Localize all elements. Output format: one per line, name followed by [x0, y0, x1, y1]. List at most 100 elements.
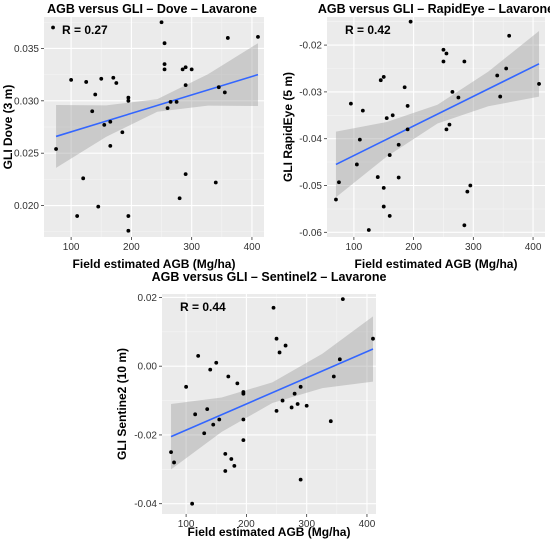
- x-tick-label: 300: [183, 242, 200, 253]
- data-point: [405, 104, 410, 108]
- data-point: [375, 175, 380, 179]
- data-point: [183, 65, 188, 70]
- data-point: [465, 189, 470, 194]
- data-point: [390, 113, 395, 118]
- data-point: [226, 374, 231, 379]
- data-point: [183, 83, 188, 87]
- y-tick-label: 0.025: [14, 149, 39, 160]
- x-tick-label: 200: [238, 519, 255, 530]
- x-axis-label: Field estimated AGB (Mg/ha): [73, 257, 236, 271]
- chart-panel-1: 100 200 300 400 0.020 0.025 0.030 0.035 R = 0.27…: [1, 2, 264, 271]
- data-point: [337, 357, 342, 362]
- data-point: [292, 391, 297, 396]
- data-point: [229, 457, 234, 461]
- data-point: [225, 36, 230, 40]
- data-point: [334, 197, 338, 202]
- data-point: [283, 343, 288, 348]
- data-point: [174, 99, 179, 104]
- data-point: [304, 403, 309, 408]
- x-tick-label: 200: [405, 242, 422, 253]
- data-point: [111, 75, 116, 80]
- x-tick-label: 300: [298, 519, 315, 530]
- data-point: [232, 463, 237, 468]
- data-point: [331, 374, 336, 379]
- data-point: [444, 51, 449, 56]
- data-point: [387, 214, 392, 218]
- chart-panel-2: 100 200 300 400 -0.06 -0.05 -0.04 -0.03 -0.02 R =…: [281, 2, 550, 271]
- data-point: [295, 402, 300, 406]
- data-point: [211, 422, 216, 427]
- correlation-annotation: R = 0.42: [345, 23, 391, 37]
- data-point: [172, 460, 176, 465]
- y-tick-label: 0.035: [14, 44, 39, 55]
- y-axis-label: GLI RapidEye (5 m): [281, 72, 295, 182]
- plot-background: [162, 294, 376, 514]
- y-tick-label: -0.05: [299, 181, 322, 192]
- data-point: [462, 223, 467, 228]
- data-point: [256, 35, 260, 39]
- data-point: [165, 106, 170, 111]
- data-point: [387, 153, 392, 157]
- data-point: [504, 66, 509, 71]
- y-tick-label: -0.02: [134, 430, 157, 441]
- data-point: [498, 94, 503, 99]
- data-point: [169, 450, 173, 455]
- data-point: [381, 204, 386, 209]
- y-axis-label: GLI Sentine2 (10 m): [115, 348, 129, 460]
- data-point: [235, 381, 240, 386]
- data-point: [208, 367, 213, 372]
- data-point: [340, 297, 345, 302]
- data-point: [537, 82, 541, 86]
- data-point: [381, 185, 386, 190]
- data-point: [217, 417, 222, 422]
- chart-title: AGB versus GLI – Sentinel2 – Lavarone: [152, 270, 387, 284]
- data-point: [456, 95, 461, 100]
- data-point: [190, 501, 195, 506]
- data-point: [205, 407, 210, 412]
- y-tick-label: -0.06: [299, 228, 322, 239]
- plot-background: [327, 17, 545, 237]
- data-point: [196, 353, 201, 358]
- data-point: [348, 101, 353, 106]
- data-point: [280, 398, 285, 403]
- x-tick-label: 400: [525, 242, 542, 253]
- data-point: [162, 41, 167, 46]
- data-point: [114, 81, 119, 85]
- regression-line: [170, 348, 374, 438]
- data-point: [102, 123, 107, 127]
- data-point: [69, 77, 74, 82]
- y-axis-label: GLI Dove (3 m): [1, 85, 15, 170]
- data-point: [126, 95, 131, 100]
- data-point: [177, 196, 182, 201]
- y-tick-label: 0.020: [14, 201, 39, 212]
- data-point: [180, 67, 185, 72]
- y-tick-label: 0.030: [14, 96, 39, 107]
- y-tick-label: -0.02: [299, 41, 322, 52]
- x-tick-label: 400: [359, 519, 376, 530]
- data-point: [126, 214, 131, 218]
- data-point: [366, 228, 371, 232]
- data-point: [378, 78, 383, 83]
- data-point: [213, 180, 218, 185]
- data-point: [51, 25, 55, 30]
- data-point: [223, 469, 228, 473]
- data-point: [277, 350, 282, 355]
- x-axis-label: Field estimated AGB (Mg/ha): [188, 525, 351, 539]
- data-point: [81, 176, 86, 181]
- data-point: [84, 80, 89, 84]
- data-point: [241, 417, 246, 422]
- data-point: [90, 109, 95, 114]
- regression-line: [55, 73, 259, 138]
- x-tick-label: 100: [63, 242, 80, 253]
- data-point: [298, 384, 303, 389]
- data-point: [274, 408, 279, 413]
- data-point: [241, 390, 246, 394]
- data-point: [507, 33, 512, 38]
- data-point: [441, 59, 446, 64]
- data-point: [96, 204, 101, 209]
- data-point: [168, 99, 173, 104]
- data-point: [54, 147, 58, 151]
- data-point: [271, 305, 276, 310]
- data-point: [108, 143, 113, 148]
